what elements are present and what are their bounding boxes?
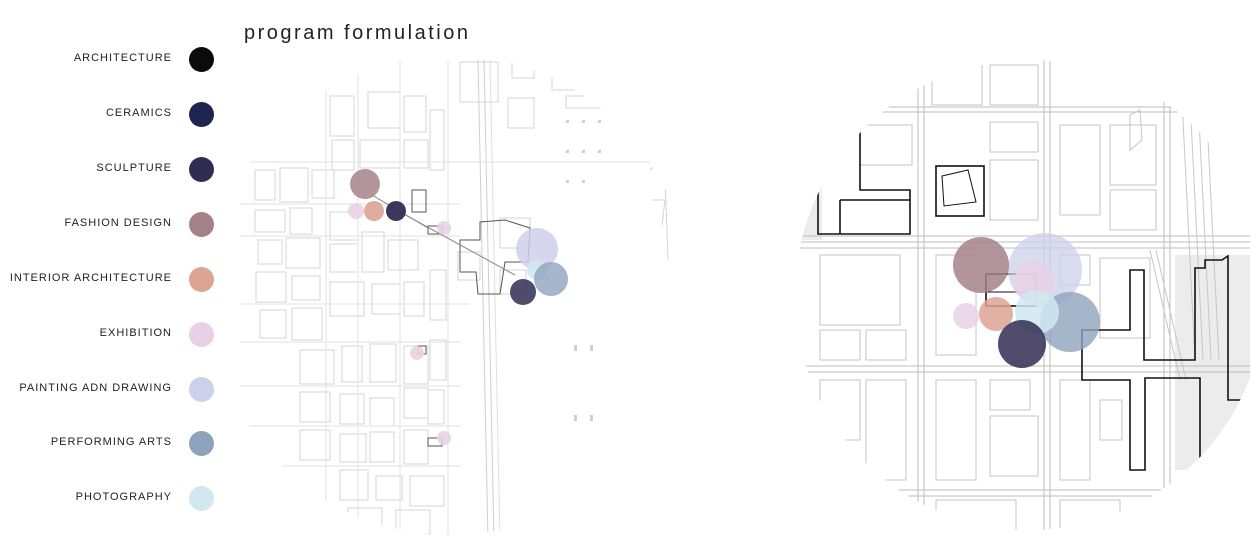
legend-label: INTERIOR ARCHITECTURE [9, 272, 172, 284]
legend-item-painting-and-drawing: PAINTING ADN DRAWING [0, 374, 230, 404]
legend-label: EXHIBITION [99, 327, 172, 339]
legend-label: ARCHITECTURE [73, 52, 172, 64]
legend-swatch [189, 431, 214, 456]
legend-swatch [189, 212, 214, 237]
legend-item-interior-architecture: INTERIOR ARCHITECTURE [0, 264, 230, 294]
legend-swatch [189, 322, 214, 347]
legend-item-performing-arts: PERFORMING ARTS [0, 428, 230, 458]
map-blocks [254, 61, 669, 535]
legend: ARCHITECTURE CERAMICS SCULPTURE FASHION … [0, 0, 230, 552]
legend-swatch [189, 267, 214, 292]
legend-swatch [189, 102, 214, 127]
legend-label: PHOTOGRAPHY [75, 491, 172, 503]
legend-item-ceramics: CERAMICS [0, 99, 230, 129]
legend-label: CERAMICS [105, 107, 172, 119]
legend-swatch [189, 486, 214, 511]
map-streets [240, 59, 670, 535]
legend-label: SCULPTURE [96, 162, 172, 174]
legend-swatch [189, 157, 214, 182]
map-dots [566, 120, 601, 421]
page-title: program formulation [244, 22, 471, 44]
legend-item-fashion-design: FASHION DESIGN [0, 209, 230, 239]
program-bubbles [348, 169, 568, 445]
legend-label: FASHION DESIGN [64, 217, 172, 229]
legend-label: PERFORMING ARTS [50, 436, 172, 448]
legend-item-photography: PHOTOGRAPHY [0, 483, 230, 513]
legend-item-sculpture: SCULPTURE [0, 154, 230, 184]
legend-swatch [189, 377, 214, 402]
site-outlines [371, 189, 531, 447]
legend-item-exhibition: EXHIBITION [0, 319, 230, 349]
legend-item-architecture: ARCHITECTURE [0, 44, 230, 74]
legend-swatch [189, 47, 214, 72]
district-map-overview [240, 50, 670, 540]
legend-label: PAINTING ADN DRAWING [19, 382, 172, 394]
site-map-detail [790, 55, 1250, 535]
program-bubbles-detail [953, 233, 1100, 368]
